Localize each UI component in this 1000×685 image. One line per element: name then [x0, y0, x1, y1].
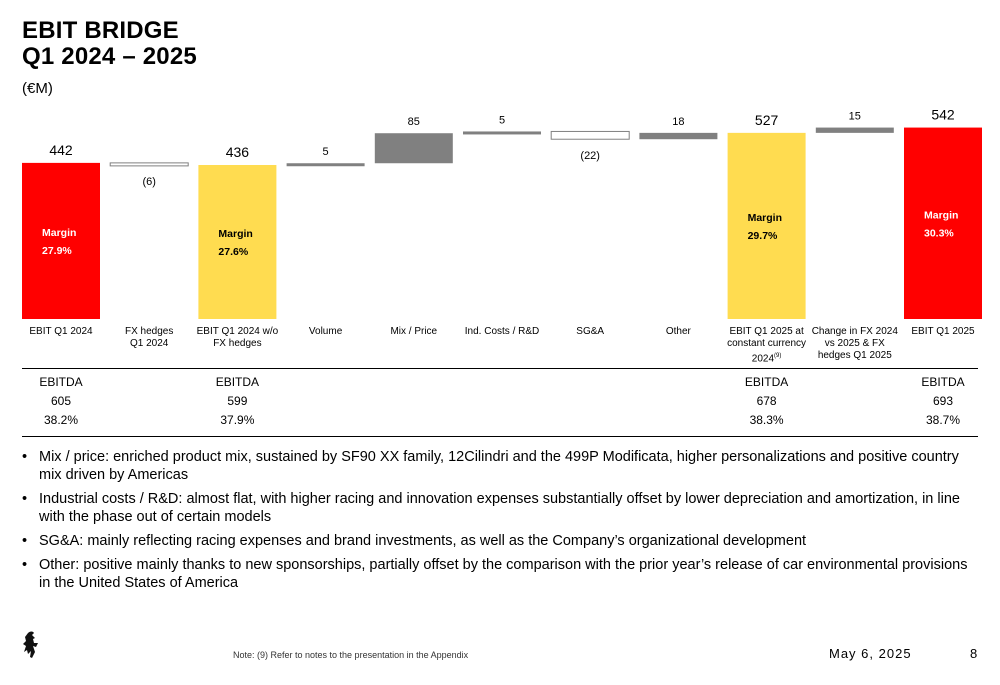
ebitda-margin: 37.9%: [220, 413, 255, 427]
data-label: 442: [49, 142, 73, 158]
margin-title: Margin: [748, 212, 782, 224]
page-number: 8: [970, 646, 978, 661]
commentary-list: Mix / price: enriched product mix, susta…: [22, 448, 982, 598]
data-label: 527: [755, 112, 779, 128]
x-tick-label: EBIT Q1 2025 at constant currency 2024(9): [727, 326, 807, 365]
page-title: EBIT BRIDGE Q1 2024 – 2025: [22, 18, 197, 70]
ebitda-column: EBITDA 693 38.7%: [893, 373, 993, 430]
x-tick-label: Ind. Costs / R&D: [464, 326, 540, 337]
bar-increase: [286, 163, 365, 167]
x-tick-label: EBIT Q1 2025: [911, 326, 975, 337]
margin-value: 29.7%: [748, 230, 778, 242]
data-label: 18: [672, 116, 684, 128]
footnote: Note: (9) Refer to notes to the presenta…: [233, 650, 469, 660]
divider-top: [22, 368, 978, 369]
data-label: 436: [226, 144, 250, 160]
data-label: 15: [849, 111, 861, 123]
bar-decrease: [109, 162, 189, 167]
bar-total: [22, 162, 100, 319]
ebitda-label: EBITDA: [215, 375, 260, 389]
margin-value: 27.9%: [42, 245, 72, 257]
presentation-date: May 6, 2025: [829, 646, 912, 661]
ebitda-margin: 38.3%: [749, 413, 784, 427]
data-label: (22): [580, 150, 600, 162]
ebitda-column: EBITDA 678 38.3%: [717, 373, 817, 430]
bar-decrease: [550, 130, 630, 140]
data-label: (6): [142, 176, 155, 188]
title-line-1: EBIT BRIDGE: [22, 17, 179, 44]
x-tick-label: FX hedges Q1 2024: [125, 326, 174, 349]
ebitda-label: EBITDA: [744, 375, 789, 389]
data-label: 85: [408, 116, 420, 128]
bar-total: [727, 132, 806, 319]
ebitda-value: 693: [932, 394, 954, 408]
margin-title: Margin: [924, 209, 958, 221]
prancing-horse-logo: [20, 630, 42, 665]
x-tick-label: SG&A: [576, 326, 605, 337]
ebitda-column: EBITDA 605 38.2%: [11, 373, 111, 430]
data-label: 5: [323, 146, 329, 158]
commentary-item: SG&A: mainly reflecting racing expenses …: [22, 532, 982, 550]
commentary-item: Other: positive mainly thanks to new spo…: [22, 556, 982, 592]
bar-total: [904, 127, 982, 319]
x-tick-label: Mix / Price: [390, 326, 438, 337]
margin-value: 27.6%: [218, 246, 248, 258]
ebitda-label: EBITDA: [921, 375, 965, 389]
x-tick-label: EBIT Q1 2024: [29, 326, 93, 337]
commentary-item: Mix / price: enriched product mix, susta…: [22, 448, 982, 484]
divider-bottom: [22, 436, 978, 437]
ebitda-value: 599: [227, 394, 248, 408]
ebitda-value: 678: [756, 394, 777, 408]
x-tick-label: Volume: [308, 326, 343, 337]
bar-increase: [815, 127, 894, 133]
bar-increase: [463, 131, 541, 135]
ebitda-margin: 38.2%: [43, 413, 79, 427]
x-tick-label: EBIT Q1 2024 w/o FX hedges: [196, 326, 279, 349]
ebitda-value: 605: [50, 394, 72, 408]
ebitda-margin: 38.7%: [925, 413, 961, 427]
margin-value: 30.3%: [924, 227, 954, 239]
unit-label: (€M): [22, 80, 53, 97]
title-line-2: Q1 2024 – 2025: [22, 43, 197, 70]
margin-title: Margin: [42, 227, 76, 239]
x-tick-label: Change in FX 2024 vs 2025 & FX hedges Q1 2…: [811, 326, 898, 361]
ebit-bridge-chart: 442 Margin 27.9% (6) 436 Margin 27.6% 5 85 5 (22) 1…: [22, 107, 982, 319]
data-label: 542: [931, 107, 955, 123]
bar-increase: [374, 133, 453, 164]
commentary-item: Industrial costs / R&D: almost flat, wit…: [22, 490, 982, 526]
margin-title: Margin: [218, 228, 252, 240]
bar-total: [198, 165, 277, 319]
bar-increase: [639, 132, 718, 140]
data-label: 5: [499, 114, 505, 126]
ebitda-label: EBITDA: [39, 375, 83, 389]
x-tick-label: Other: [665, 326, 691, 337]
ebitda-column: EBITDA 599 37.9%: [187, 373, 287, 430]
